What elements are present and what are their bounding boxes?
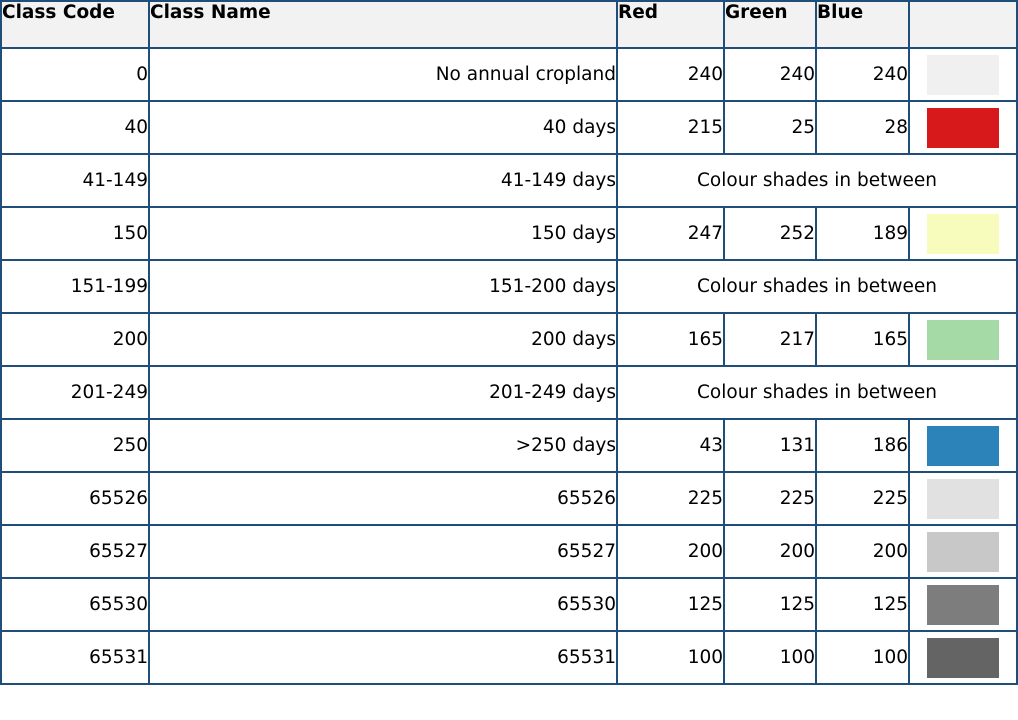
color-swatch <box>927 425 999 466</box>
green-value-cell: 252 <box>723 206 817 261</box>
green-value-cell: 125 <box>723 577 817 632</box>
red-value-cell: 240 <box>616 47 725 102</box>
blue-value-cell: 125 <box>815 577 910 632</box>
color-swatch <box>927 107 999 148</box>
green-value-cell: 217 <box>723 312 817 367</box>
table-row: 41-149 41-149 days Colour shades in betwee… <box>0 153 1018 208</box>
table-row: 40 40 days 215 25 28 <box>0 100 1018 155</box>
red-value-cell: 125 <box>616 577 725 632</box>
blue-value-cell: 240 <box>815 47 910 102</box>
color-swatch <box>927 637 999 678</box>
table-row: 151-199 151-200 days Colour shades in betw… <box>0 259 1018 314</box>
class-code-cell: 65527 <box>0 524 150 579</box>
class-name-cell: 65531 <box>148 630 618 685</box>
swatch-cell <box>908 206 1018 261</box>
class-name-cell: No annual cropland <box>148 47 618 102</box>
table-row: 0 No annual cropland 240 240 240 <box>0 47 1018 102</box>
class-name-cell: 201-249 days <box>148 365 618 420</box>
green-value-cell: 131 <box>723 418 817 473</box>
header-red: Red <box>616 0 725 49</box>
green-value-cell: 200 <box>723 524 817 579</box>
green-value-cell: 240 <box>723 47 817 102</box>
swatch-cell <box>908 471 1018 526</box>
class-code-cell: 200 <box>0 312 150 367</box>
class-code-cell: 40 <box>0 100 150 155</box>
class-code-cell: 201-249 <box>0 365 150 420</box>
table-row: 65530 65530 125 125 125 <box>0 577 1018 632</box>
header-swatch <box>908 0 1018 49</box>
class-code-cell: 65531 <box>0 630 150 685</box>
class-name-cell: 65526 <box>148 471 618 526</box>
table-body: 0 No annual cropland 240 240 240 40 40 days 215… <box>0 47 1018 685</box>
swatch-cell <box>908 47 1018 102</box>
red-value-cell: 100 <box>616 630 725 685</box>
table-row: 250 >250 days 43 131 186 <box>0 418 1018 473</box>
class-name-cell: 41-149 days <box>148 153 618 208</box>
blue-value-cell: 186 <box>815 418 910 473</box>
header-blue: Blue <box>815 0 910 49</box>
class-name-cell: 65527 <box>148 524 618 579</box>
swatch-cell <box>908 524 1018 579</box>
color-swatch <box>927 319 999 360</box>
green-value-cell: 225 <box>723 471 817 526</box>
header-class-name: Class Name <box>148 0 618 49</box>
red-value-cell: 200 <box>616 524 725 579</box>
class-code-cell: 150 <box>0 206 150 261</box>
swatch-cell <box>908 312 1018 367</box>
blue-value-cell: 200 <box>815 524 910 579</box>
note-cell: Colour shades in between <box>616 153 1018 208</box>
class-name-cell: >250 days <box>148 418 618 473</box>
blue-value-cell: 189 <box>815 206 910 261</box>
red-value-cell: 225 <box>616 471 725 526</box>
swatch-cell <box>908 418 1018 473</box>
blue-value-cell: 28 <box>815 100 910 155</box>
table-row: 65531 65531 100 100 100 <box>0 630 1018 685</box>
class-code-cell: 65526 <box>0 471 150 526</box>
table-row: 200 200 days 165 217 165 <box>0 312 1018 367</box>
class-code-cell: 0 <box>0 47 150 102</box>
class-code-cell: 151-199 <box>0 259 150 314</box>
table-row: 65527 65527 200 200 200 <box>0 524 1018 579</box>
color-swatch <box>927 531 999 572</box>
header-green: Green <box>723 0 817 49</box>
class-name-cell: 200 days <box>148 312 618 367</box>
color-swatch <box>927 54 999 95</box>
swatch-cell <box>908 630 1018 685</box>
class-name-cell: 150 days <box>148 206 618 261</box>
color-swatch <box>927 584 999 625</box>
red-value-cell: 165 <box>616 312 725 367</box>
table-row: 150 150 days 247 252 189 <box>0 206 1018 261</box>
color-swatch <box>927 478 999 519</box>
class-name-cell: 40 days <box>148 100 618 155</box>
blue-value-cell: 165 <box>815 312 910 367</box>
class-code-cell: 250 <box>0 418 150 473</box>
class-code-cell: 65530 <box>0 577 150 632</box>
color-swatch <box>927 213 999 254</box>
red-value-cell: 215 <box>616 100 725 155</box>
class-name-cell: 151-200 days <box>148 259 618 314</box>
class-color-table: Class Code Class Name Red Green Blue 0 No… <box>0 0 1018 685</box>
header-row: Class Code Class Name Red Green Blue <box>0 0 1018 49</box>
blue-value-cell: 225 <box>815 471 910 526</box>
class-name-cell: 65530 <box>148 577 618 632</box>
class-code-cell: 41-149 <box>0 153 150 208</box>
note-cell: Colour shades in between <box>616 365 1018 420</box>
table-row: 201-249 201-249 days Colour shades in betw… <box>0 365 1018 420</box>
header-class-code: Class Code <box>0 0 150 49</box>
swatch-cell <box>908 100 1018 155</box>
note-cell: Colour shades in between <box>616 259 1018 314</box>
red-value-cell: 247 <box>616 206 725 261</box>
green-value-cell: 25 <box>723 100 817 155</box>
table-row: 65526 65526 225 225 225 <box>0 471 1018 526</box>
swatch-cell <box>908 577 1018 632</box>
red-value-cell: 43 <box>616 418 725 473</box>
blue-value-cell: 100 <box>815 630 910 685</box>
green-value-cell: 100 <box>723 630 817 685</box>
